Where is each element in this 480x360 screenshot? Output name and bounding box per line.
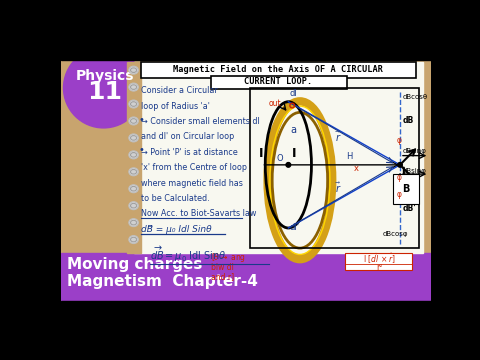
Text: dBcosθ: dBcosθ — [402, 94, 427, 100]
Ellipse shape — [131, 203, 137, 208]
Ellipse shape — [129, 100, 138, 108]
FancyBboxPatch shape — [211, 76, 347, 89]
Ellipse shape — [129, 219, 138, 226]
Ellipse shape — [131, 170, 137, 174]
Text: φ: φ — [396, 190, 401, 199]
Text: Physics: Physics — [76, 69, 134, 83]
Text: a: a — [290, 125, 296, 135]
Text: dB': dB' — [402, 204, 416, 213]
Text: $\vec{r}$: $\vec{r}$ — [335, 181, 341, 195]
Text: loop of Radius 'a': loop of Radius 'a' — [141, 102, 209, 111]
Text: Moving charges: Moving charges — [67, 257, 203, 272]
Text: x: x — [354, 164, 359, 173]
Circle shape — [63, 48, 144, 128]
Ellipse shape — [131, 68, 137, 72]
Bar — [250, 88, 419, 248]
Text: $\overrightarrow{dB} = \mu_0$ Idl Sin$\theta$: $\overrightarrow{dB} = \mu_0$ Idl Sin$\t… — [150, 245, 226, 264]
Text: dBcosφ: dBcosφ — [383, 231, 408, 238]
Text: r²: r² — [376, 262, 383, 271]
Ellipse shape — [131, 102, 137, 106]
Ellipse shape — [129, 134, 138, 142]
Text: 'x' from the Centre of loop: 'x' from the Centre of loop — [141, 163, 247, 172]
Bar — [127, 62, 141, 253]
Text: I: I — [259, 147, 264, 160]
Circle shape — [398, 163, 402, 167]
Bar — [61, 43, 431, 60]
Text: dl': dl' — [290, 223, 300, 232]
Text: → Point 'P' is at distance: → Point 'P' is at distance — [141, 148, 237, 157]
Ellipse shape — [131, 85, 137, 89]
Text: Now Acc. to Biot-Savarts law: Now Acc. to Biot-Savarts law — [141, 210, 256, 219]
Ellipse shape — [131, 186, 137, 191]
Text: dl: dl — [290, 89, 298, 98]
Bar — [61, 301, 431, 320]
Text: φ: φ — [396, 136, 401, 145]
Text: out: out — [268, 99, 281, 108]
Text: •: • — [138, 145, 144, 155]
Text: and dl' on Circular loop: and dl' on Circular loop — [141, 132, 234, 141]
Text: •: • — [138, 114, 144, 125]
Ellipse shape — [129, 117, 138, 125]
Text: blw dl: blw dl — [211, 262, 234, 271]
Text: I: I — [292, 147, 297, 160]
Text: → Consider small elements dl: → Consider small elements dl — [141, 117, 259, 126]
Ellipse shape — [129, 202, 138, 210]
Ellipse shape — [131, 136, 137, 140]
Text: dB: dB — [402, 116, 414, 125]
FancyBboxPatch shape — [345, 253, 412, 270]
Text: I [$\vec{dl}$ × $\hat{r}$]: I [$\vec{dl}$ × $\hat{r}$] — [362, 252, 396, 266]
Text: 11: 11 — [87, 80, 122, 104]
Ellipse shape — [129, 168, 138, 176]
Text: Consider a Circular: Consider a Circular — [141, 86, 217, 95]
Ellipse shape — [131, 153, 137, 157]
Text: B: B — [402, 184, 410, 194]
Text: φ: φ — [396, 173, 401, 182]
Text: Magnetism  Chapter-4: Magnetism Chapter-4 — [67, 274, 258, 289]
Text: and r]: and r] — [211, 272, 234, 281]
Ellipse shape — [129, 185, 138, 193]
Ellipse shape — [129, 83, 138, 91]
Ellipse shape — [129, 236, 138, 243]
Text: $\vec{r}$: $\vec{r}$ — [335, 129, 341, 144]
Circle shape — [286, 163, 291, 167]
Text: dBsinφ: dBsinφ — [402, 148, 426, 154]
Ellipse shape — [131, 237, 137, 242]
Text: dBsinφ: dBsinφ — [402, 167, 426, 174]
Ellipse shape — [131, 119, 137, 123]
Bar — [61, 253, 431, 301]
Text: H: H — [346, 152, 352, 161]
Text: to be Calculated.: to be Calculated. — [141, 194, 209, 203]
Bar — [134, 62, 423, 253]
Text: CURRENT LOOP.: CURRENT LOOP. — [244, 77, 312, 86]
Text: O: O — [277, 154, 283, 163]
FancyBboxPatch shape — [141, 62, 416, 78]
Text: Magnetic Field on the Axis OF A CIRCULAR: Magnetic Field on the Axis OF A CIRCULAR — [173, 65, 384, 74]
Ellipse shape — [129, 66, 138, 74]
Text: [$\theta \rightarrow$ ang: [$\theta \rightarrow$ ang — [211, 251, 246, 264]
Text: where magnetic field has: where magnetic field has — [141, 179, 242, 188]
Bar — [61, 60, 431, 301]
Text: dB⃗ = μ₀ Idl Sinθ: dB⃗ = μ₀ Idl Sinθ — [141, 225, 211, 234]
Ellipse shape — [129, 151, 138, 159]
Ellipse shape — [131, 220, 137, 225]
